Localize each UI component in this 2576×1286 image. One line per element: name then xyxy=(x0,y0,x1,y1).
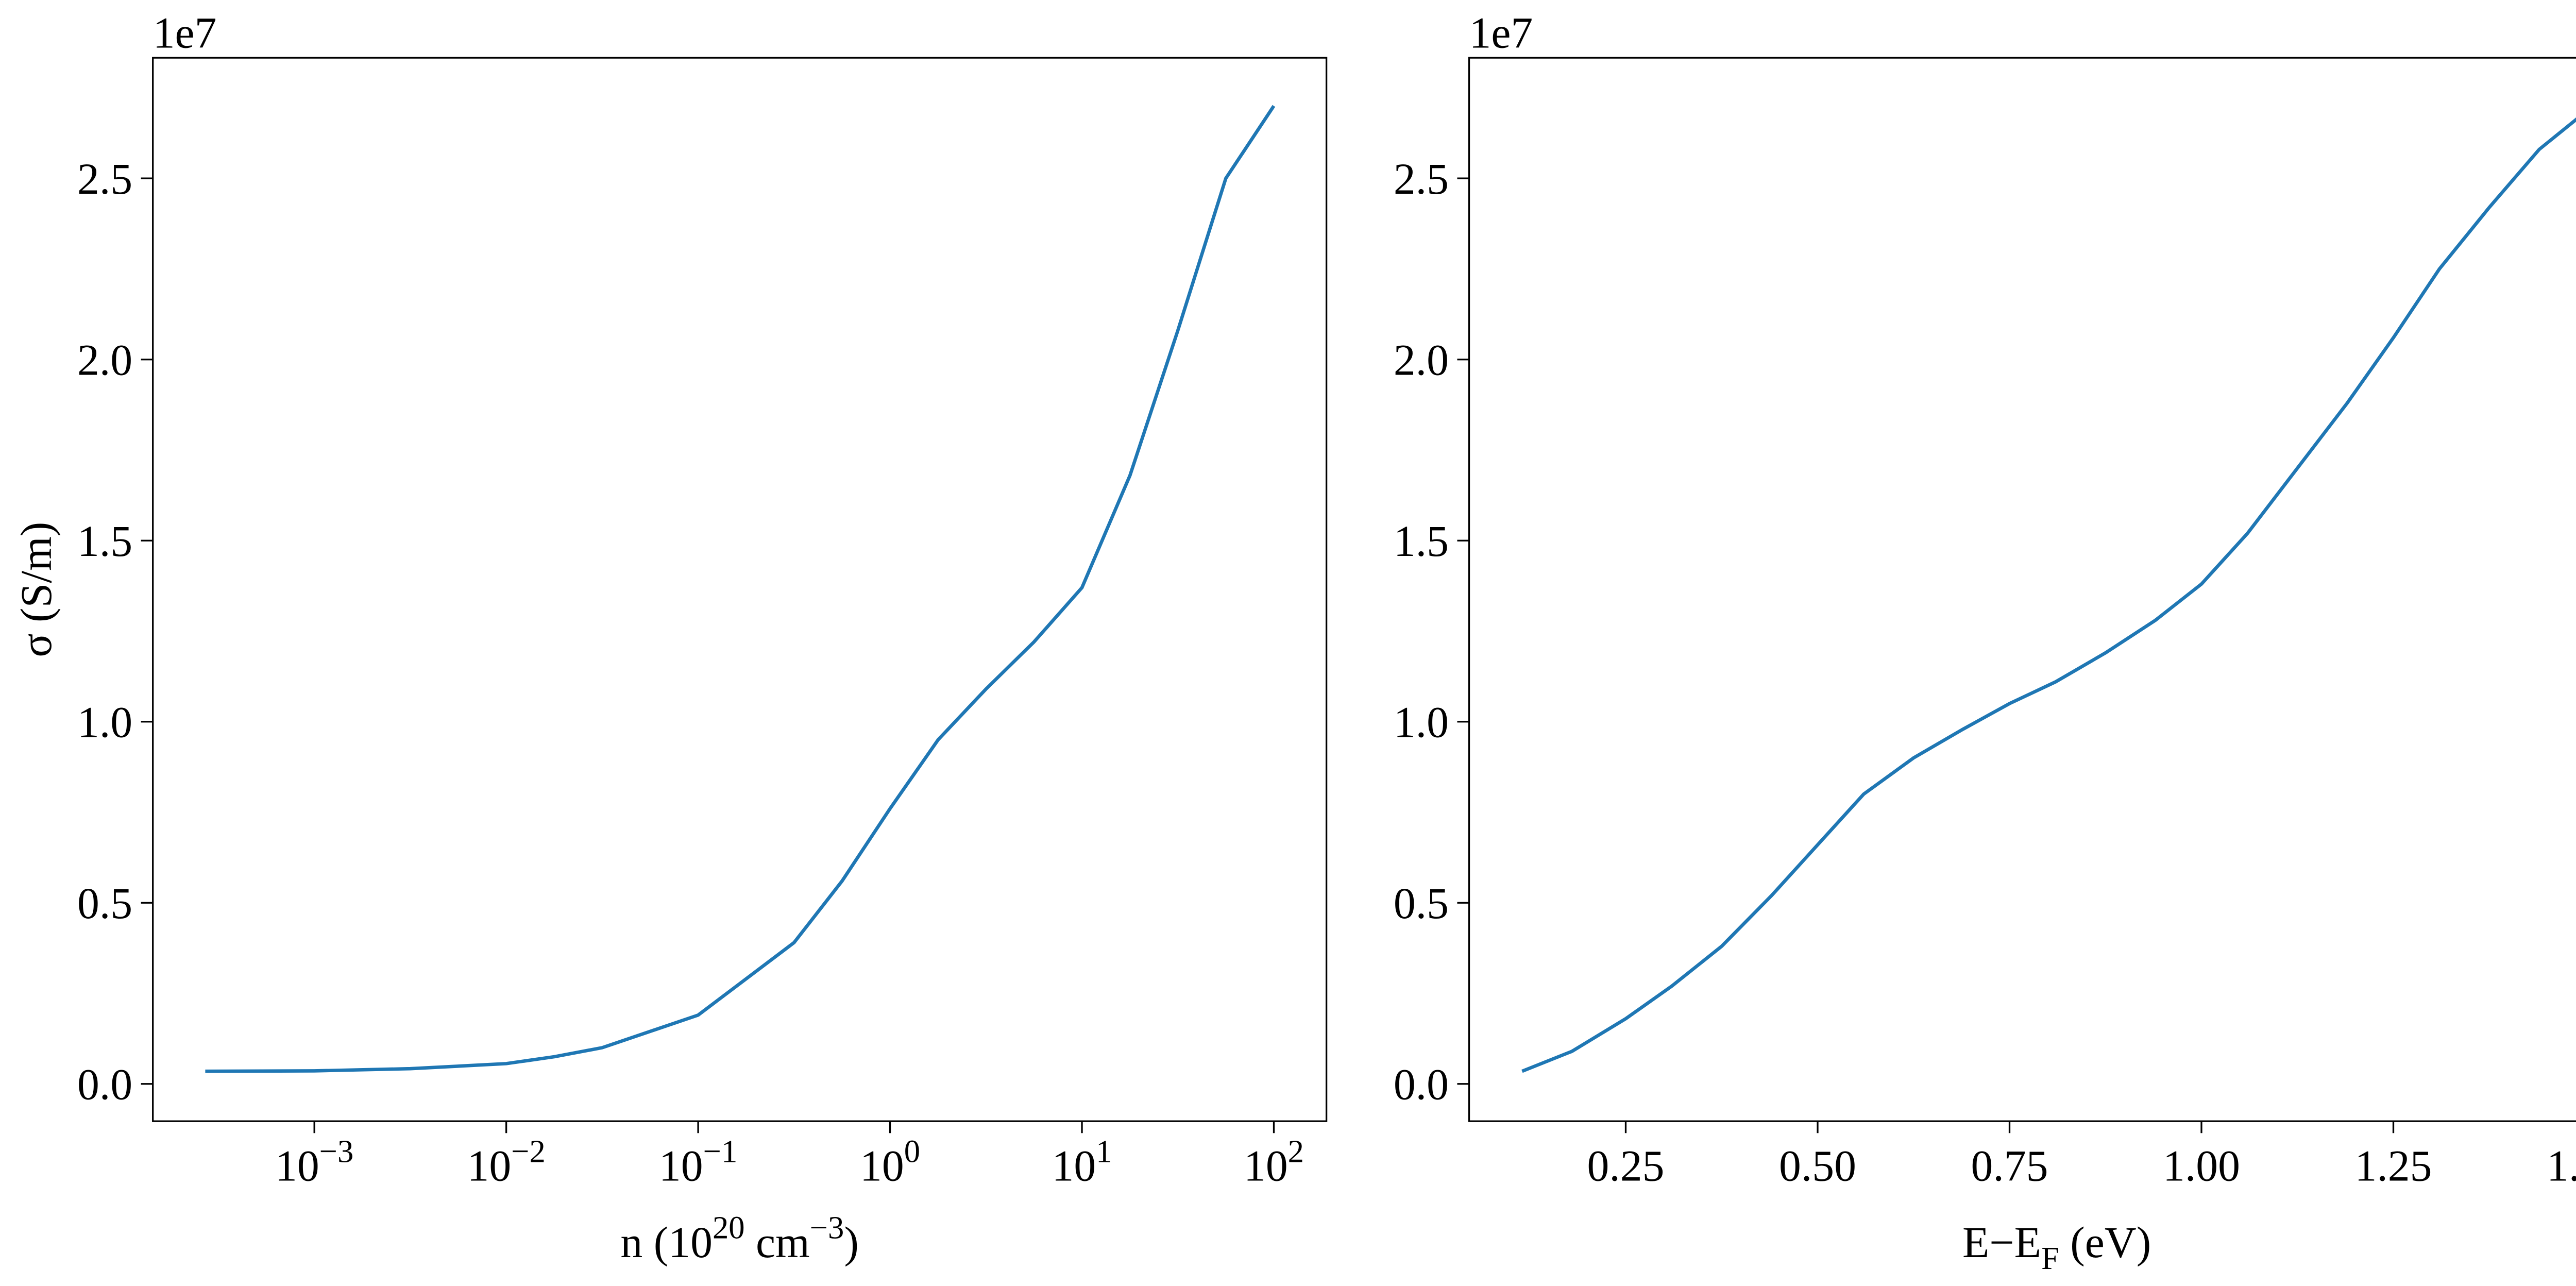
x-tick-label: 10−3​ xyxy=(275,1133,353,1190)
y-offset-label: 1e7 xyxy=(1469,8,1533,57)
x-tick-label: 1.50 xyxy=(2547,1142,2576,1191)
x-tick-label: 100​ xyxy=(860,1133,920,1190)
y-axis-label: σ (S/m) xyxy=(12,522,61,657)
y-tick-label: 1.5 xyxy=(1394,517,1449,566)
y-tick-label: 1.5 xyxy=(77,517,132,566)
x-axis-label: E−EF​ (eV) xyxy=(1962,1218,2151,1276)
x-tick-label: 1.25 xyxy=(2355,1142,2432,1191)
axes-frame xyxy=(1468,57,2576,1122)
y-tick-label: 0.5 xyxy=(77,879,132,928)
x-tick-label: 0.50 xyxy=(1779,1142,1856,1191)
y-tick-label: 0.5 xyxy=(1394,879,1449,928)
x-tick-label: 0.75 xyxy=(1971,1142,2048,1191)
x-tick-label: 101​ xyxy=(1052,1133,1112,1190)
x-tick-label: 10−1​ xyxy=(659,1133,737,1190)
x-tick-label: 102​ xyxy=(1244,1133,1304,1190)
y-tick-label: 1.0 xyxy=(1394,698,1449,747)
y-tick-label: 2.0 xyxy=(77,335,132,384)
x-axis-label: n (1020​ cm−3​) xyxy=(620,1210,858,1267)
y-tick-label: 2.5 xyxy=(1394,155,1449,204)
data-line xyxy=(1521,117,2576,1073)
data-line xyxy=(205,105,1276,1073)
y-tick-label: 0.0 xyxy=(1394,1060,1449,1109)
y-tick-label: 0.0 xyxy=(77,1060,132,1109)
axes-frame xyxy=(152,57,1328,1122)
y-tick-label: 2.5 xyxy=(77,155,132,204)
x-tick-label: 0.25 xyxy=(1587,1142,1665,1191)
y-offset-label: 1e7 xyxy=(153,8,217,57)
y-tick-label: 2.0 xyxy=(1394,335,1449,384)
y-tick-label: 1.0 xyxy=(77,698,132,747)
x-tick-label: 10−2​ xyxy=(467,1133,545,1190)
x-tick-label: 1.00 xyxy=(2163,1142,2240,1191)
